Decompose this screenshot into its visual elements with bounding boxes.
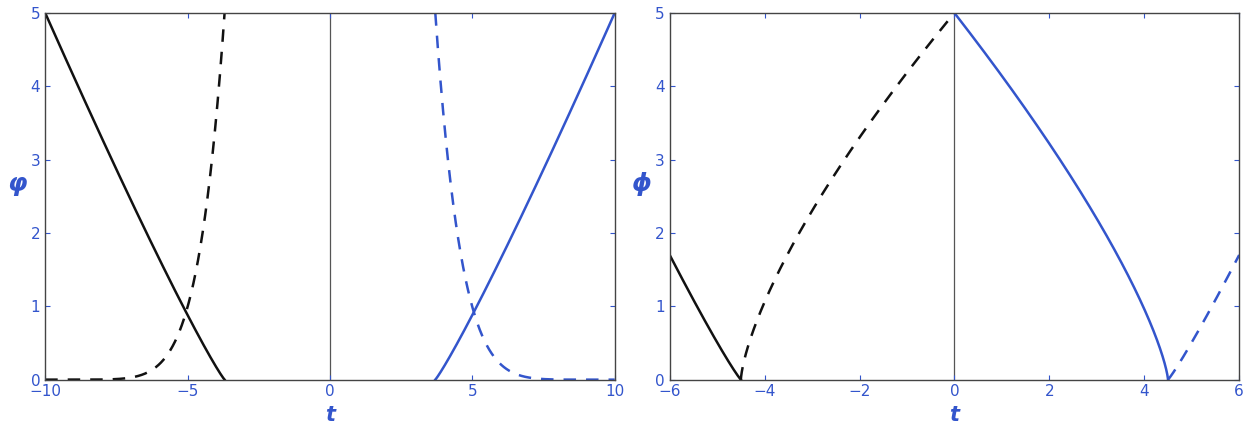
X-axis label: t: t: [950, 405, 960, 425]
Y-axis label: ϕ: ϕ: [632, 172, 651, 196]
X-axis label: t: t: [325, 405, 335, 425]
Y-axis label: φ: φ: [8, 172, 26, 196]
